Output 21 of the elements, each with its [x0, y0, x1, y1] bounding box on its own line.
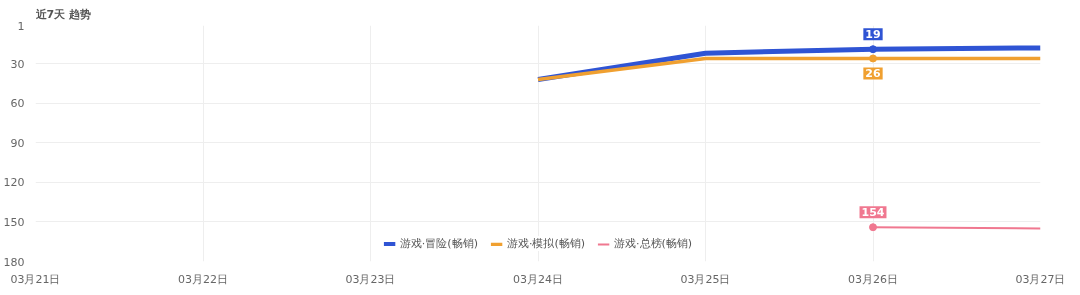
- x-tick-label: 03月23日: [345, 272, 396, 286]
- y-tick-label: 90: [10, 136, 25, 150]
- y-tick-label: 1: [17, 19, 25, 33]
- x-tick-label: 03月27日: [1015, 272, 1066, 286]
- x-tick-label: 03月25日: [680, 272, 731, 286]
- y-tick-label: 150: [3, 215, 25, 229]
- y-tick-label: 180: [3, 255, 25, 269]
- legend-label: 游戏·总榜(畅销): [614, 236, 693, 251]
- x-tick-label: 03月22日: [178, 272, 228, 286]
- x-tick-label: 03月24日: [513, 272, 563, 286]
- legend-label: 游戏·模拟(畅销): [506, 236, 586, 251]
- y-tick-label: 60: [10, 97, 25, 111]
- annotation: 154: [861, 206, 885, 220]
- legend-label: 游戏·冒险(畅销): [399, 236, 478, 251]
- chart-title: 近7天 趋势: [34, 7, 91, 21]
- x-tick-label: 03月26日: [848, 272, 898, 286]
- annotation: 26: [865, 67, 881, 81]
- annotation: 19: [865, 28, 881, 42]
- x-tick-label: 03月21日: [10, 272, 61, 286]
- y-tick-label: 120: [3, 176, 25, 190]
- y-tick-label: 30: [10, 57, 25, 71]
